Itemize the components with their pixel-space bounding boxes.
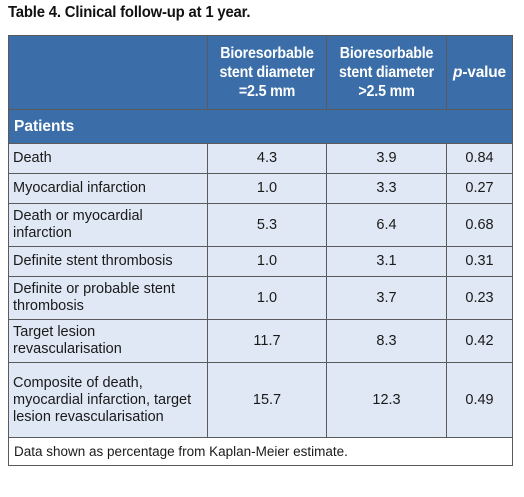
clinical-follow-up-table: Bioresorbable stent diameter =2.5 mm Bio… bbox=[8, 35, 513, 466]
table-row: Death 4.3 3.9 0.84 bbox=[8, 143, 513, 174]
p-value: 0.31 bbox=[446, 246, 513, 277]
header-blank-cell bbox=[8, 35, 208, 110]
value-diameter-gt-2-5: 12.3 bbox=[326, 362, 447, 438]
value-diameter-gt-2-5: 3.7 bbox=[326, 276, 447, 320]
value-diameter-gt-2-5: 3.1 bbox=[326, 246, 447, 277]
header-p-value: p-value bbox=[446, 35, 513, 110]
p-value: 0.68 bbox=[446, 203, 513, 247]
value-diameter-2-5: 15.7 bbox=[207, 362, 327, 438]
table-row: Myocardial infarction 1.0 3.3 0.27 bbox=[8, 173, 513, 204]
row-label: Target lesion revascularisation bbox=[8, 319, 208, 363]
table-row: Target lesion revascularisation 11.7 8.3… bbox=[8, 319, 513, 363]
section-row-patients: Patients bbox=[8, 109, 513, 144]
table-row: Definite or probable stent thrombosis 1.… bbox=[8, 276, 513, 320]
header-line: Bioresorbable bbox=[220, 45, 314, 62]
row-label: Death or myocardial infarction bbox=[8, 203, 208, 247]
value-diameter-gt-2-5: 6.4 bbox=[326, 203, 447, 247]
row-label: Death bbox=[8, 143, 208, 174]
header-diameter-gt-2-5: Bioresorbable stent diameter >2.5 mm bbox=[326, 35, 447, 110]
value-diameter-2-5: 1.0 bbox=[207, 173, 327, 204]
table-row: Definite stent thrombosis 1.0 3.1 0.31 bbox=[8, 246, 513, 277]
header-line: stent diameter bbox=[219, 64, 315, 81]
table-header-row: Bioresorbable stent diameter =2.5 mm Bio… bbox=[8, 35, 513, 110]
p-value: 0.84 bbox=[446, 143, 513, 174]
value-diameter-gt-2-5: 3.3 bbox=[326, 173, 447, 204]
p-value: 0.23 bbox=[446, 276, 513, 320]
header-line: >2.5 mm bbox=[358, 83, 415, 100]
value-diameter-2-5: 5.3 bbox=[207, 203, 327, 247]
value-diameter-2-5: 1.0 bbox=[207, 276, 327, 320]
p-value: 0.27 bbox=[446, 173, 513, 204]
row-label: Definite stent thrombosis bbox=[8, 246, 208, 277]
header-p-italic: p bbox=[453, 64, 463, 81]
p-value: 0.49 bbox=[446, 362, 513, 438]
table-title: Table 4. Clinical follow-up at 1 year. bbox=[8, 4, 251, 21]
header-line: stent diameter bbox=[339, 64, 434, 81]
section-label: Patients bbox=[8, 109, 513, 144]
table-row: Death or myocardial infarction 5.3 6.4 0… bbox=[8, 203, 513, 247]
value-diameter-gt-2-5: 8.3 bbox=[326, 319, 447, 363]
footnote-row: Data shown as percentage from Kaplan-Mei… bbox=[8, 437, 513, 466]
row-label: Myocardial infarction bbox=[8, 173, 208, 204]
value-diameter-gt-2-5: 3.9 bbox=[326, 143, 447, 174]
header-diameter-2-5: Bioresorbable stent diameter =2.5 mm bbox=[207, 35, 327, 110]
value-diameter-2-5: 4.3 bbox=[207, 143, 327, 174]
table-row: Composite of death, myocardial infarctio… bbox=[8, 362, 513, 438]
p-value: 0.42 bbox=[446, 319, 513, 363]
row-label: Composite of death, myocardial infarctio… bbox=[8, 362, 208, 438]
header-p-rest: -value bbox=[462, 64, 506, 81]
value-diameter-2-5: 11.7 bbox=[207, 319, 327, 363]
footnote: Data shown as percentage from Kaplan-Mei… bbox=[8, 437, 513, 466]
header-line: =2.5 mm bbox=[238, 83, 296, 100]
header-line: Bioresorbable bbox=[339, 45, 434, 62]
value-diameter-2-5: 1.0 bbox=[207, 246, 327, 277]
row-label: Definite or probable stent thrombosis bbox=[8, 276, 208, 320]
